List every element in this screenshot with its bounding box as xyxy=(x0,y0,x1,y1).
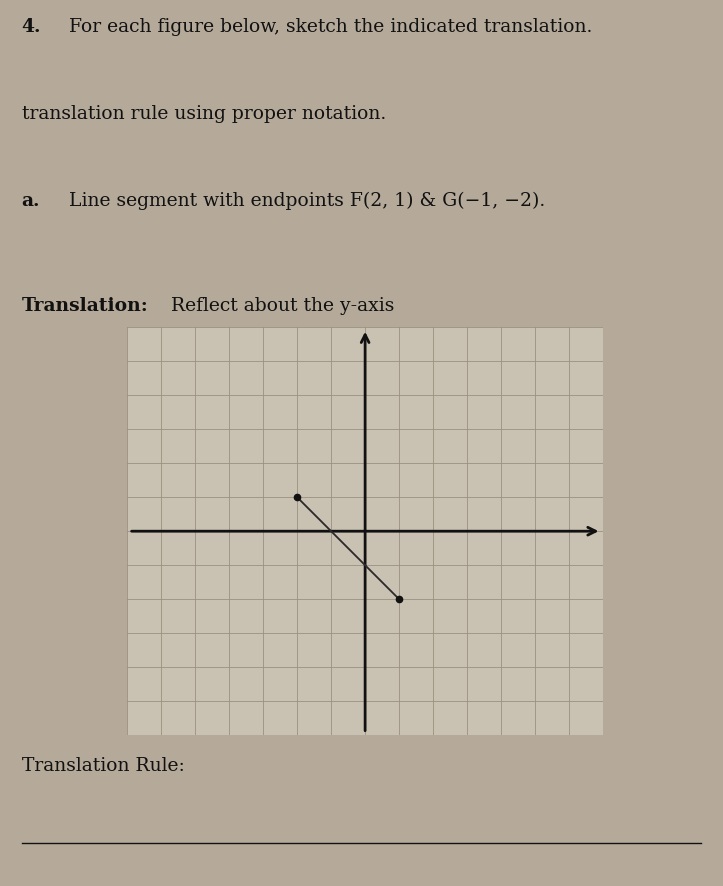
Text: For each figure below, sketch the indicated translation.: For each figure below, sketch the indica… xyxy=(69,18,592,35)
Text: Line segment with endpoints F(2, 1) & G(−1, −2).: Line segment with endpoints F(2, 1) & G(… xyxy=(69,191,545,210)
Text: 4.: 4. xyxy=(22,18,41,35)
Text: translation rule using proper notation.: translation rule using proper notation. xyxy=(22,105,386,122)
Text: Translation Rule:: Translation Rule: xyxy=(22,757,184,774)
Text: Reflect about the y-axis: Reflect about the y-axis xyxy=(171,297,394,315)
Text: a.: a. xyxy=(22,191,40,209)
Text: Translation:: Translation: xyxy=(22,297,148,315)
